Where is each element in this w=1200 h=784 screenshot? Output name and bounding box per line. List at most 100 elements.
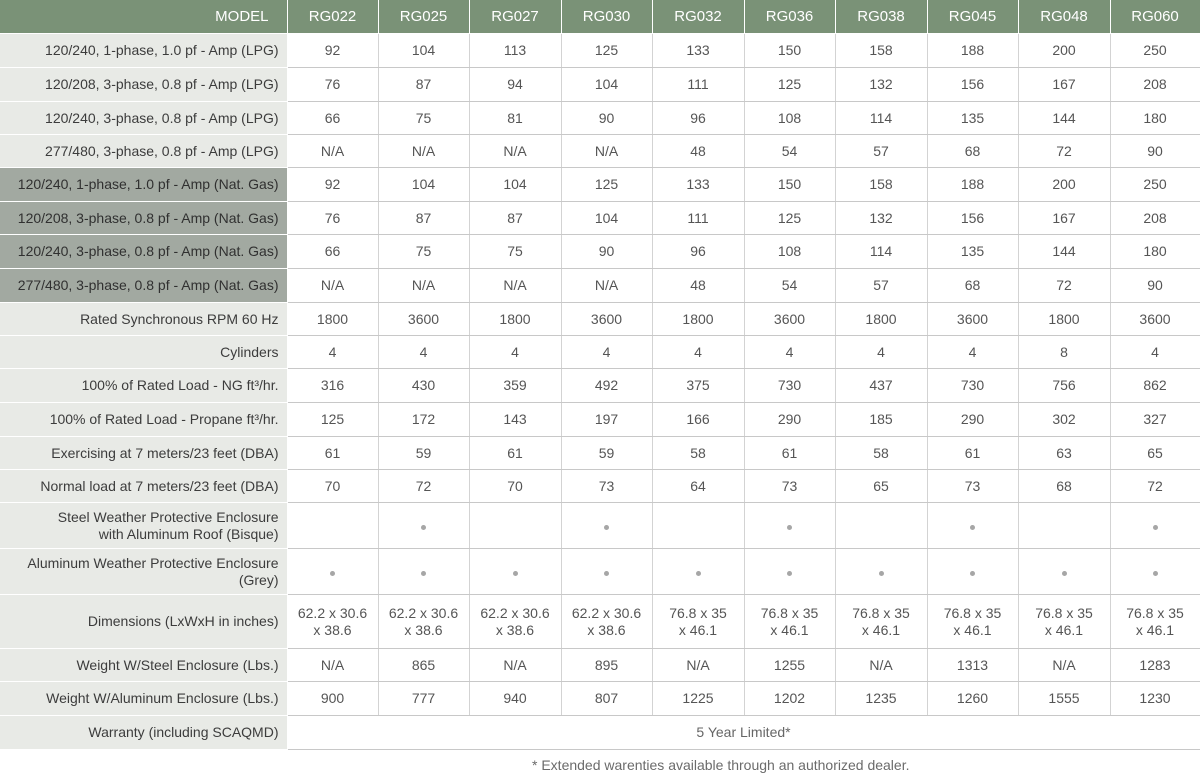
value-cell: 290 xyxy=(927,402,1019,437)
table-row: 120/240, 1-phase, 1.0 pf - Amp (LPG) 92 10… xyxy=(0,33,1200,68)
value-cell: 61 xyxy=(927,436,1019,470)
value-cell: 68 xyxy=(1018,469,1111,503)
dimension-line: x 46.1 xyxy=(1044,621,1084,638)
dimension-line: 62.2 x 30.6 xyxy=(480,604,550,621)
value-cell: 108 xyxy=(744,234,836,269)
value-cell: 72 xyxy=(1018,134,1111,168)
value-cell: 87 xyxy=(378,201,470,235)
value-cell: N/A xyxy=(1018,648,1111,682)
value-cell: 250 xyxy=(1110,167,1200,202)
value-cell: N/A xyxy=(287,268,379,303)
row-label: Cylinders xyxy=(0,335,288,369)
value-cell: 3600 xyxy=(378,302,470,336)
row-label: 120/208, 3-phase, 0.8 pf - Amp (Nat. Gas… xyxy=(0,201,288,235)
value-cell: N/A xyxy=(287,648,379,682)
dimension-line: x 38.6 xyxy=(313,621,352,638)
value-cell: 90 xyxy=(561,101,653,135)
row-label: Weight W/Steel Enclosure (Lbs.) xyxy=(0,648,288,682)
value-cell: 90 xyxy=(1110,268,1200,303)
dimension-line: x 46.1 xyxy=(770,621,809,638)
value-cell: N/A xyxy=(469,648,562,682)
value-cell: 57 xyxy=(835,268,928,303)
value-cell: 1260 xyxy=(927,681,1019,716)
value-cell: 200 xyxy=(1018,33,1111,68)
row-label: Aluminum Weather Protective Enclosure (Gr… xyxy=(0,548,288,595)
dimension-line: x 46.1 xyxy=(953,621,992,638)
value-cell: 135 xyxy=(927,101,1019,135)
dimension-line: x 46.1 xyxy=(1135,621,1175,638)
availability-cell xyxy=(744,502,836,549)
dimension-line: 62.2 x 30.6 xyxy=(571,604,642,621)
value-cell: N/A xyxy=(378,134,470,168)
row-label: 277/480, 3-phase, 0.8 pf - Amp (Nat. Gas… xyxy=(0,268,288,303)
row-label: 100% of Rated Load - Propane ft³/hr. xyxy=(0,402,288,437)
bullet-dot-icon xyxy=(787,571,792,576)
value-cell: 72 xyxy=(378,469,470,503)
table-row: 100% of Rated Load - Propane ft³/hr. 125 1… xyxy=(0,402,1200,437)
availability-cell xyxy=(1018,548,1111,595)
availability-cell xyxy=(1018,502,1111,549)
value-cell: 108 xyxy=(744,101,836,135)
header-row: MODEL RG022 RG025 RG027 RG030 RG032 RG03… xyxy=(0,0,1200,34)
value-cell: 185 xyxy=(835,402,928,437)
value-cell: 73 xyxy=(561,469,653,503)
dimension-cell: 76.8 x 35 x 46.1 xyxy=(652,594,745,649)
row-label: Normal load at 7 meters/23 feet (DBA) xyxy=(0,469,288,503)
value-cell: 144 xyxy=(1018,234,1111,269)
value-cell: 862 xyxy=(1110,368,1200,403)
row-label: 120/240, 1-phase, 1.0 pf - Amp (Nat. Gas… xyxy=(0,167,288,202)
value-cell: 1800 xyxy=(469,302,562,336)
model-header-cell: RG060 xyxy=(1110,0,1200,34)
value-cell: 158 xyxy=(835,33,928,68)
value-cell: 54 xyxy=(744,134,836,168)
value-cell: 180 xyxy=(1110,101,1200,135)
table-row: Exercising at 7 meters/23 feet (DBA) 61 59… xyxy=(0,436,1200,470)
row-label: 277/480, 3-phase, 0.8 pf - Amp (LPG) xyxy=(0,134,288,168)
value-cell: 113 xyxy=(469,33,562,68)
dimension-cell: 62.2 x 30.6 x 38.6 xyxy=(469,594,562,649)
value-cell: 125 xyxy=(561,33,653,68)
value-cell: 167 xyxy=(1018,67,1111,102)
value-cell: 133 xyxy=(652,33,745,68)
value-cell: 68 xyxy=(927,268,1019,303)
value-cell: 48 xyxy=(652,268,745,303)
value-cell: 1255 xyxy=(744,648,836,682)
bullet-dot-icon xyxy=(878,571,884,576)
row-label: Rated Synchronous RPM 60 Hz xyxy=(0,302,288,336)
value-cell: 156 xyxy=(927,67,1019,102)
dimension-cell: 76.8 x 35 x 46.1 xyxy=(927,594,1019,649)
value-cell: 865 xyxy=(378,648,470,682)
value-cell: 3600 xyxy=(561,302,653,336)
dimension-line: 76.8 x 35 xyxy=(852,604,910,621)
value-cell: 59 xyxy=(378,436,470,470)
availability-cell xyxy=(744,548,836,595)
value-cell: 125 xyxy=(561,167,653,202)
value-cell: 114 xyxy=(835,101,928,135)
model-header-cell: RG025 xyxy=(378,0,470,34)
table-row: Dimensions (LxWxH in inches) 62.2 x 30.6 x… xyxy=(0,594,1200,649)
value-cell: 4 xyxy=(1110,335,1200,369)
value-cell: 4 xyxy=(287,335,379,369)
dimension-line: 62.2 x 30.6 xyxy=(388,604,459,621)
value-cell: 4 xyxy=(744,335,836,369)
value-cell: 8 xyxy=(1018,335,1111,369)
value-cell: 777 xyxy=(378,681,470,716)
value-cell: 167 xyxy=(1018,201,1111,235)
row-label: Weight W/Aluminum Enclosure (Lbs.) xyxy=(0,681,288,716)
value-cell: 156 xyxy=(927,201,1019,235)
value-cell: 87 xyxy=(378,67,470,102)
value-cell: 208 xyxy=(1110,67,1200,102)
value-cell: 327 xyxy=(1110,402,1200,437)
warranty-value: 5 Year Limited* xyxy=(287,715,1200,750)
availability-cell xyxy=(927,548,1019,595)
value-cell: 66 xyxy=(287,101,379,135)
value-cell: 66 xyxy=(287,234,379,269)
value-cell: 430 xyxy=(378,368,470,403)
value-cell: 57 xyxy=(835,134,928,168)
dimension-line: 76.8 x 35 xyxy=(943,604,1002,621)
row-label-line: (Grey) xyxy=(238,571,279,588)
value-cell: 92 xyxy=(287,33,379,68)
table-row: Steel Weather Protective Enclosure with A… xyxy=(0,502,1200,549)
model-header-cell: RG032 xyxy=(652,0,745,34)
dimension-cell: 76.8 x 35 x 46.1 xyxy=(1110,594,1200,649)
